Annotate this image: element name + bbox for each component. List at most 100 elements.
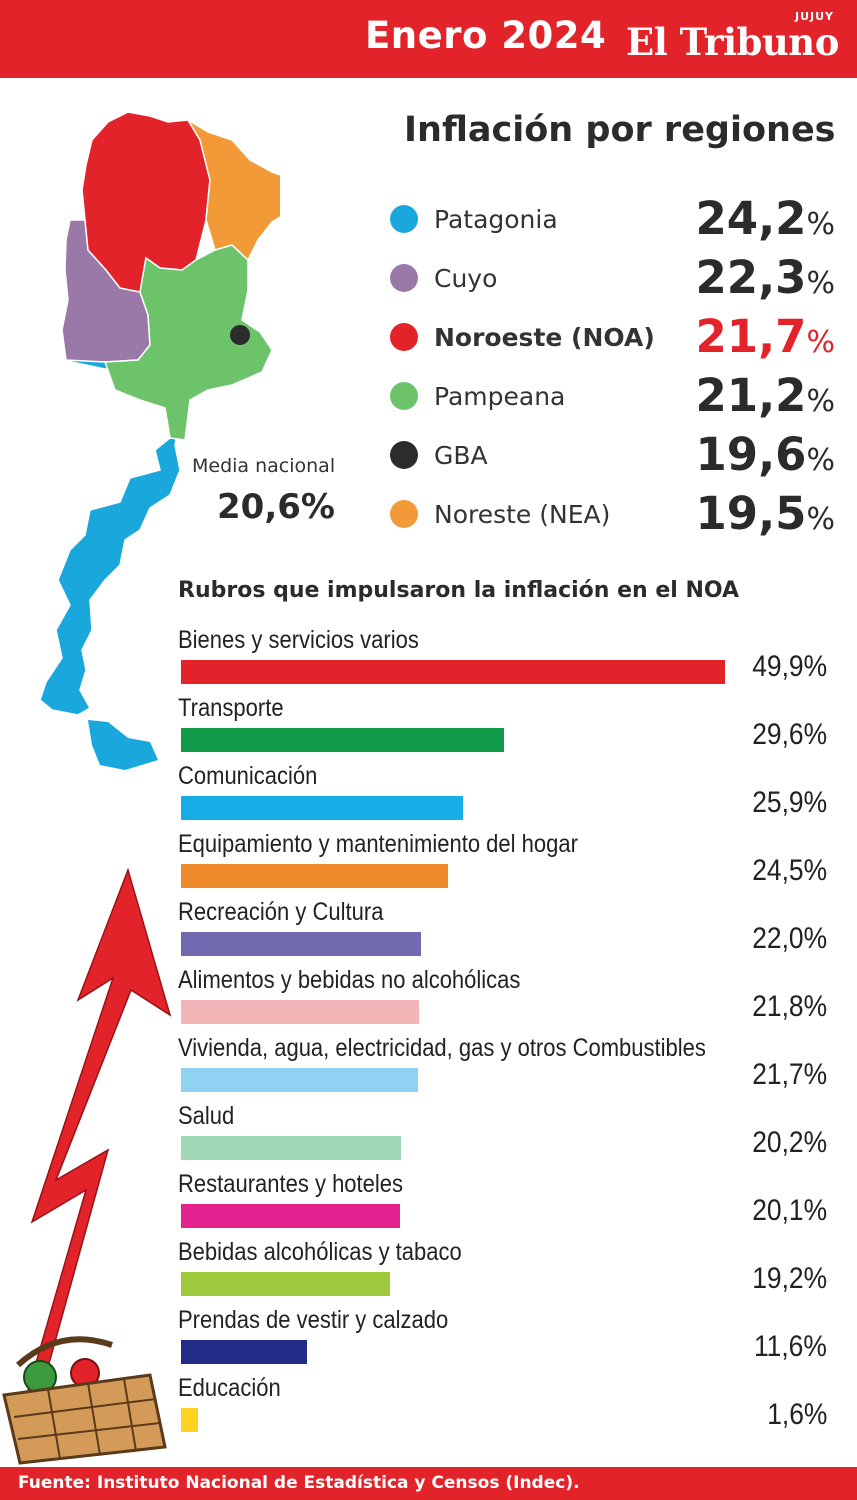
region-value: 22,3% <box>695 251 835 304</box>
rubro-label: Prendas de vestir y calzado <box>178 1306 449 1334</box>
pampeana-color-dot <box>390 382 418 410</box>
rubro-row: Comunicación 25,9% <box>178 762 857 828</box>
region-value: 19,5% <box>695 487 835 540</box>
rubro-label: Bienes y servicios varios <box>178 626 419 654</box>
region-row-cuyo: Cuyo 22,3% <box>390 251 835 304</box>
percent-sign: % <box>806 384 835 419</box>
patagonia-color-dot <box>390 205 418 233</box>
header-date: Enero 2024 <box>365 14 607 57</box>
rubro-value-label: 21,8% <box>752 990 827 1023</box>
region-row-patagonia: Patagonia 24,2% <box>390 192 835 245</box>
rubro-label: Restaurantes y hoteles <box>178 1170 404 1198</box>
region-name: Noroeste (NOA) <box>434 323 655 352</box>
rubro-row: Bienes y servicios varios 49,9% <box>178 626 857 692</box>
region-name: Patagonia <box>434 205 558 234</box>
region-value: 19,6% <box>695 428 835 481</box>
percent-sign: % <box>806 502 835 537</box>
media-nacional-value: 20,6% <box>217 487 335 527</box>
percent-sign: % <box>806 443 835 478</box>
rubro-bar <box>181 864 448 888</box>
rubro-row: Educación 1,6% <box>178 1374 857 1440</box>
map-region-nea <box>187 119 280 262</box>
map-region-patagonia <box>39 357 181 716</box>
rubro-label: Recreación y Cultura <box>178 898 384 926</box>
rubro-bar <box>181 1136 401 1160</box>
region-row-pampeana: Pampeana 21,2% <box>390 369 835 422</box>
noa-color-dot <box>390 323 418 351</box>
rubro-value-label: 49,9% <box>752 650 827 683</box>
region-value-number: 24,2 <box>695 192 807 245</box>
region-name: Cuyo <box>434 264 498 293</box>
rubro-row: Salud 20,2% <box>178 1102 857 1168</box>
rubro-value-label: 24,5% <box>752 854 827 887</box>
region-row-noa: Noroeste (NOA) 21,7% <box>390 310 835 363</box>
header-bar: Enero 2024 El Tribuno JUJUY <box>0 0 857 78</box>
source-note: Fuente: Instituto Nacional de Estadístic… <box>18 1473 580 1493</box>
footer-bar: Fuente: Instituto Nacional de Estadístic… <box>0 1467 857 1500</box>
rubro-bar <box>181 932 421 956</box>
rubro-row: Transporte 29,6% <box>178 694 857 760</box>
rubro-bar <box>181 1204 400 1228</box>
rubro-bar <box>181 796 463 820</box>
nea-color-dot <box>390 500 418 528</box>
rubro-row: Prendas de vestir y calzado 11,6% <box>178 1306 857 1372</box>
region-name: GBA <box>434 441 488 470</box>
rubro-row: Alimentos y bebidas no alcohólicas 21,8% <box>178 966 857 1032</box>
region-value-number: 21,7 <box>695 310 807 363</box>
rubro-label: Salud <box>178 1102 235 1130</box>
region-row-gba: GBA 19,6% <box>390 428 835 481</box>
rubro-value-label: 25,9% <box>752 786 827 819</box>
rubro-bar <box>181 1272 390 1296</box>
map-region-gba <box>230 325 250 345</box>
rubro-bar <box>181 728 504 752</box>
percent-sign: % <box>806 207 835 242</box>
gba-color-dot <box>390 441 418 469</box>
region-value-number: 19,5 <box>695 487 807 540</box>
rubro-value-label: 20,2% <box>752 1126 827 1159</box>
rubro-bar <box>181 1068 418 1092</box>
percent-sign: % <box>806 266 835 301</box>
rubro-label: Transporte <box>178 694 284 722</box>
region-value-number: 19,6 <box>695 428 807 481</box>
region-value: 21,2% <box>695 369 835 422</box>
region-name: Noreste (NEA) <box>434 500 611 529</box>
rubro-label: Equipamiento y mantenimiento del hogar <box>178 830 578 858</box>
region-value: 21,7% <box>695 310 835 363</box>
rubro-value-label: 20,1% <box>752 1194 827 1227</box>
rubro-bar <box>181 1340 307 1364</box>
shopping-basket-icon <box>2 1336 167 1465</box>
rubro-value-label: 29,6% <box>752 718 827 751</box>
logo-sub-text: JUJUY <box>794 10 834 23</box>
rubro-row: Bebidas alcohólicas y tabaco 19,2% <box>178 1238 857 1304</box>
region-value-number: 21,2 <box>695 369 807 422</box>
rubro-row: Restaurantes y hoteles 20,1% <box>178 1170 857 1236</box>
rubro-bar <box>181 660 725 684</box>
rubro-value-label: 21,7% <box>752 1058 827 1091</box>
rubro-bar <box>181 1408 198 1432</box>
rubro-label: Alimentos y bebidas no alcohólicas <box>178 966 521 994</box>
map-region-patagonia-tip <box>88 720 158 770</box>
region-value: 24,2% <box>695 192 835 245</box>
rubro-row: Recreación y Cultura 22,0% <box>178 898 857 964</box>
region-name: Pampeana <box>434 382 566 411</box>
rubro-value-label: 22,0% <box>752 922 827 955</box>
rubro-value-label: 1,6% <box>766 1398 827 1431</box>
argentina-regions-map <box>39 111 280 770</box>
region-row-nea: Noreste (NEA) 19,5% <box>390 487 835 540</box>
logo-text: El Tribuno <box>626 20 839 64</box>
rubro-row: Equipamiento y mantenimiento del hogar 24… <box>178 830 857 896</box>
rubro-bar <box>181 1000 419 1024</box>
media-nacional-label: Media nacional <box>192 455 336 477</box>
rubros-title: Rubros que impulsaron la inflación en el… <box>178 578 740 603</box>
rubro-value-label: 11,6% <box>754 1330 827 1363</box>
rubro-label: Comunicación <box>178 762 318 790</box>
cuyo-color-dot <box>390 264 418 292</box>
rubro-value-label: 19,2% <box>752 1262 827 1295</box>
rubro-label: Bebidas alcohólicas y tabaco <box>178 1238 462 1266</box>
rubro-label: Vivienda, agua, electricidad, gas y otro… <box>178 1034 706 1062</box>
region-value-number: 22,3 <box>695 251 807 304</box>
rubro-row: Vivienda, agua, electricidad, gas y otro… <box>178 1034 857 1100</box>
rubro-label: Educación <box>178 1374 281 1402</box>
regions-title: Inflación por regiones <box>404 110 836 150</box>
percent-sign: % <box>806 325 835 360</box>
